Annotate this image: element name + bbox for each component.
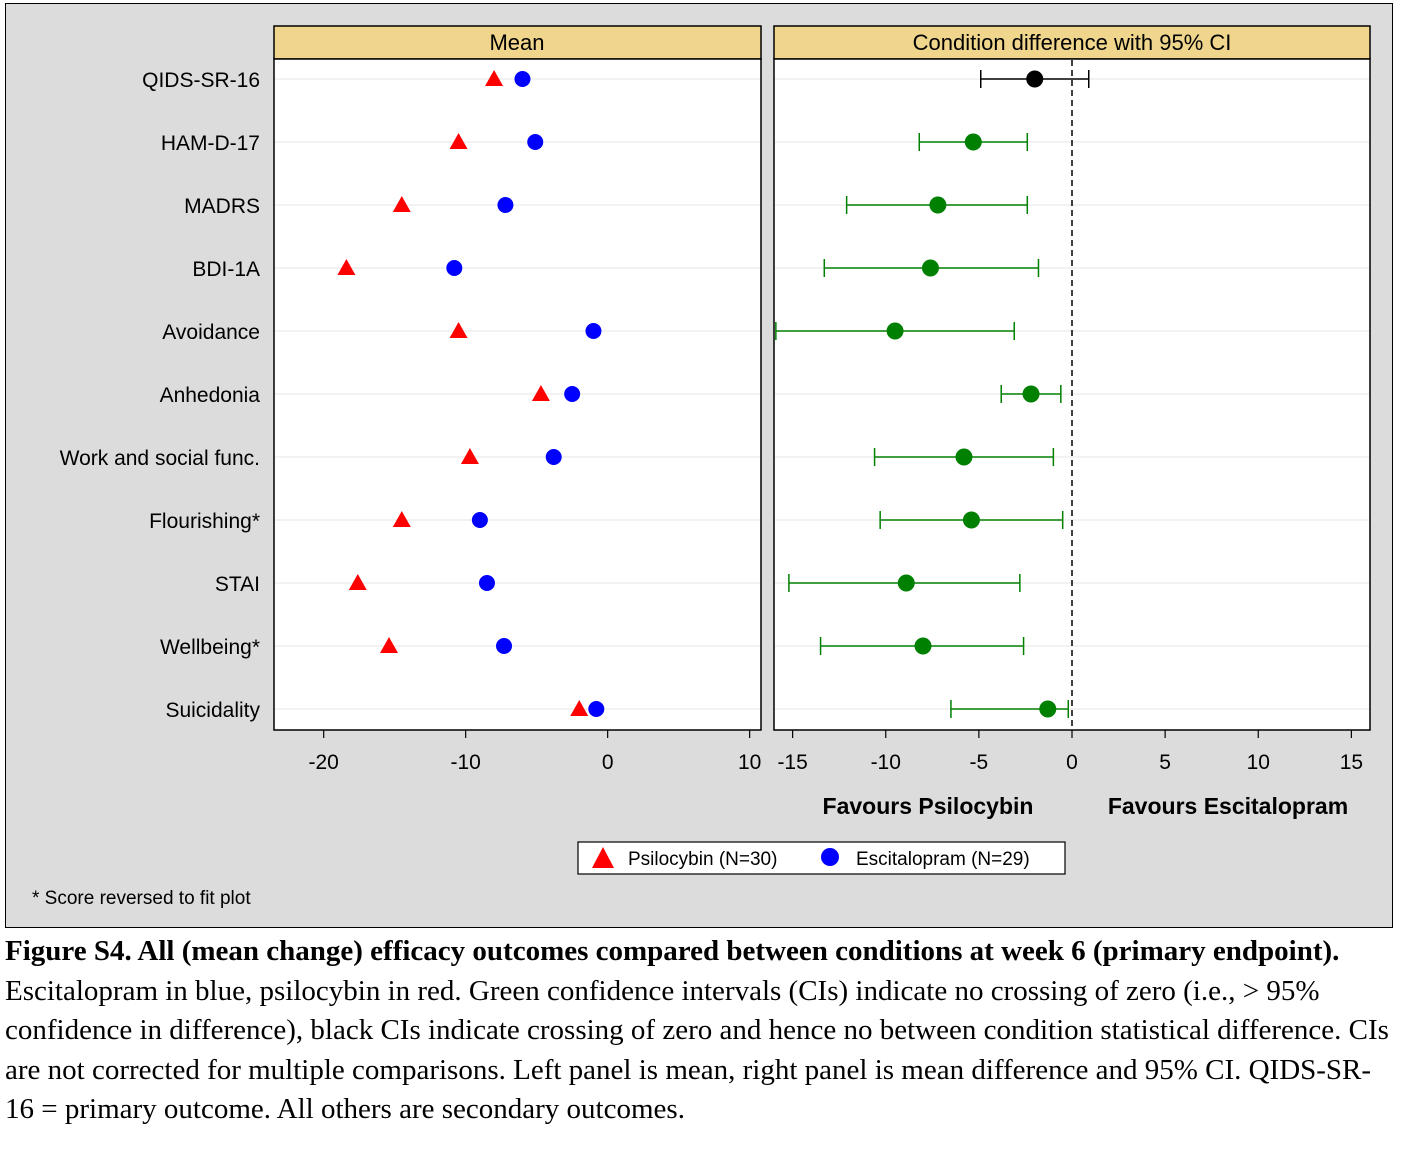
outcome-labels: QIDS-SR-16 HAM-D-17 MADRS BDI-1A Avoidance An… [60,69,261,722]
x-tick-label: -20 [309,751,339,774]
x-tick-label: 10 [1247,751,1270,774]
escitalopram-marker [545,449,562,465]
outcome-label: Anhedonia [160,384,261,407]
x-tick-label: -15 [777,751,807,774]
psilocybin-marker [392,196,411,212]
psilocybin-marker [348,574,367,590]
difference-panel-title: Condition difference with 95% CI [913,30,1232,55]
difference-estimate [1039,700,1057,718]
mean-panel-header [273,25,762,60]
x-tick-label: 5 [1159,751,1171,774]
escitalopram-marker [497,197,514,213]
x-tick-label: -10 [450,751,480,774]
difference-markers [775,70,1090,718]
escitalopram-marker [471,512,488,528]
mean-panel: Mean QIDS-SR-16 HAM-D-17 MADRS BDI-1A Avoida… [60,25,762,774]
escitalopram-marker [496,638,513,654]
mean-x-axis: -20 -10 0 10 [309,730,761,774]
x-tick-label: 0 [602,751,614,774]
caption-bold: Figure S4. All (mean change) efficacy ou… [5,935,1340,967]
x-tick-label: 15 [1340,751,1363,774]
difference-estimate [1022,385,1040,403]
difference-panel: Condition difference with 95% CI -15 -10-… [773,25,1371,819]
difference-estimate [962,511,980,529]
favours-escitalopram-label: Favours Escitalopram [1108,793,1348,819]
x-tick-label: 10 [738,751,761,774]
difference-estimate [1026,70,1044,88]
legend-label-psilocybin: Psilocybin (N=30) [628,849,777,870]
outcome-label: Avoidance [162,321,260,344]
escitalopram-marker [564,386,581,402]
outcome-label: Suicidality [165,699,260,722]
outcome-label: Work and social func. [60,447,260,470]
outcome-label: HAM-D-17 [161,132,260,155]
psilocybin-marker [337,259,356,275]
outcome-label: STAI [215,573,260,596]
chart-canvas: Mean QIDS-SR-16 HAM-D-17 MADRS BDI-1A Avoida… [32,25,1371,909]
outcome-label: Flourishing* [149,510,260,533]
caption-text: Escitalopram in blue, psilocybin in red.… [5,974,1389,1126]
legend-triangle-icon [592,847,614,868]
mean-gridlines [275,78,760,710]
difference-panel-header [773,25,1371,60]
figure-area: Mean QIDS-SR-16 HAM-D-17 MADRS BDI-1A Avoida… [5,3,1393,928]
difference-estimate [886,322,904,340]
escitalopram-marker [514,71,531,87]
x-tick-label: 0 [1066,751,1078,774]
psilocybin-marker [570,700,589,716]
outcome-label: QIDS-SR-16 [142,69,260,92]
difference-estimate [921,259,939,277]
difference-x-axis: -15 -10 -5 0 5 10 15 [777,730,1363,774]
legend: Psilocybin (N=30) Escitalopram (N=29) [577,841,1066,875]
outcome-label: Wellbeing* [160,636,260,659]
psilocybin-marker [449,133,468,149]
psilocybin-marker [392,511,411,527]
difference-estimate [955,448,973,466]
favours-psilocybin-label: Favours Psilocybin [823,793,1034,819]
outcome-label: MADRS [184,195,260,218]
escitalopram-marker [446,260,463,276]
escitalopram-marker [527,134,544,150]
footnote: * Score reversed to fit plot [32,888,251,909]
legend-circle-icon [821,848,839,866]
legend-label-escitalopram: Escitalopram (N=29) [856,849,1030,870]
psilocybin-marker [460,448,479,464]
psilocybin-marker [449,322,468,338]
psilocybin-marker [485,70,504,86]
escitalopram-marker [478,575,495,591]
x-tick-label: -5 [970,751,989,774]
difference-estimate [897,574,915,592]
mean-panel-title: Mean [489,30,544,55]
difference-estimate [964,133,982,151]
x-tick-label: -10 [871,751,901,774]
escitalopram-marker [588,701,605,717]
outcome-label: BDI-1A [192,258,260,281]
psilocybin-marker [531,385,550,401]
psilocybin-marker [380,637,399,653]
figure-caption: Figure S4. All (mean change) efficacy ou… [5,932,1395,1130]
escitalopram-marker [585,323,602,339]
mean-markers [337,70,605,717]
difference-estimate [914,637,932,655]
difference-estimate [929,196,947,214]
